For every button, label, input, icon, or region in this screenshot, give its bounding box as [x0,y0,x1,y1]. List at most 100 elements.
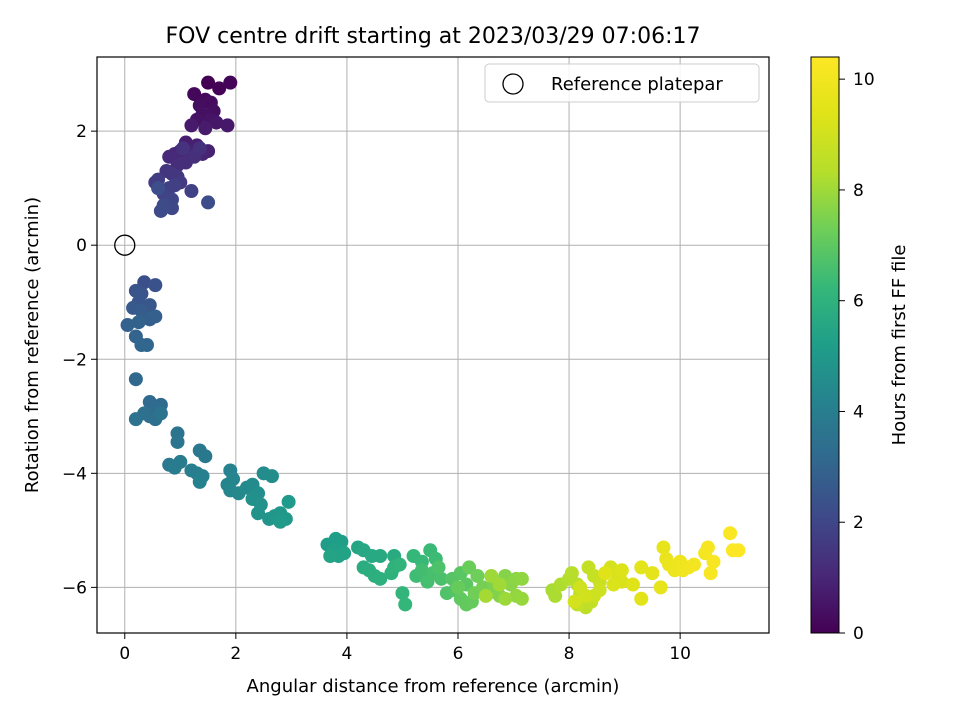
colorbar-ticks: 0 2 4 6 8 10 [839,70,875,644]
data-point [170,434,185,449]
x-tick-label: 6 [453,644,464,664]
y-axis-label: Rotation from reference (arcmin) [22,197,43,493]
data-point [434,571,449,586]
data-point [392,557,407,572]
data-point [625,577,640,592]
data-point [592,583,607,598]
data-point [176,141,191,156]
x-tick-label: 10 [669,644,691,664]
data-point [156,198,171,213]
data-point [703,566,718,581]
data-points [120,75,746,615]
data-point [281,494,296,509]
plot-frame [96,56,770,634]
data-point [492,577,507,592]
data-point [323,549,338,564]
data-point [431,560,446,575]
data-point [184,118,199,133]
data-point [514,591,529,606]
data-point [184,184,199,199]
data-point [337,546,352,561]
data-point [192,474,207,489]
data-point [564,566,579,581]
data-point [192,141,207,156]
data-point [414,563,429,578]
x-axis-ticks: 0 2 4 6 8 10 [119,633,691,664]
data-point [264,469,279,484]
data-point [731,543,746,558]
y-axis-ticks: −6 −4 −2 0 2 [62,122,97,598]
data-point [450,580,465,595]
data-point [128,412,143,427]
data-point [139,338,154,352]
legend-entry: Reference platepar [551,74,723,95]
y-tick-label: −6 [62,578,87,598]
colorbar-label: Hours from first FF file [889,245,910,446]
data-point [398,597,413,612]
data-point [167,178,182,193]
data-point [220,118,235,133]
y-tick-label: −4 [62,464,87,484]
y-tick-label: 2 [76,122,87,142]
colorbar [810,56,840,634]
reference-point-marker [114,234,136,256]
data-point [470,568,485,583]
data-point [645,566,660,581]
data-point [223,75,238,90]
data-point [373,571,388,586]
colorbar-tick-label: 6 [853,292,864,312]
data-point [478,588,493,603]
colorbar-tick-label: 0 [853,624,864,644]
x-tick-label: 4 [342,644,353,664]
y-tick-label: −2 [62,350,87,370]
x-tick-label: 0 [119,644,130,664]
x-tick-label: 2 [230,644,241,664]
data-point [153,406,168,421]
colorbar-tick-label: 4 [853,402,864,422]
data-point [656,540,671,555]
x-axis-label: Angular distance from reference (arcmin) [247,676,620,697]
data-point [514,571,529,586]
data-point [578,588,593,603]
data-point [131,315,146,330]
data-point [148,278,163,293]
data-point [209,115,224,130]
data-point [498,591,513,606]
data-point [395,586,410,601]
data-point [128,372,143,387]
data-point [198,449,213,464]
data-point [120,318,135,333]
data-point [187,87,202,102]
data-point [251,506,266,521]
data-point [148,309,163,324]
data-point [273,514,288,529]
data-point [653,580,668,595]
data-point [201,195,216,210]
legend-box [484,63,760,103]
data-point [548,588,563,603]
data-point [700,540,715,555]
data-point [151,181,166,196]
data-point [614,563,629,578]
data-point [598,566,613,581]
data-point [634,560,649,575]
data-point [201,75,216,90]
legend: Reference platepar [484,63,760,103]
data-point [687,557,702,572]
data-point [723,526,738,541]
data-point [212,81,227,96]
legend-marker-icon [502,73,524,95]
x-tick-label: 8 [564,644,575,664]
colorbar-tick-label: 10 [853,70,875,90]
data-point [373,549,388,564]
data-point [606,577,621,592]
colorbar-tick-label: 8 [853,181,864,201]
chart-title: FOV centre drift starting at 2023/03/29 … [166,24,701,49]
colorbar-tick-label: 2 [853,513,864,533]
data-point [167,460,182,475]
data-point [198,121,213,136]
y-tick-label: 0 [76,236,87,256]
data-point [567,594,582,609]
data-point [706,554,721,569]
